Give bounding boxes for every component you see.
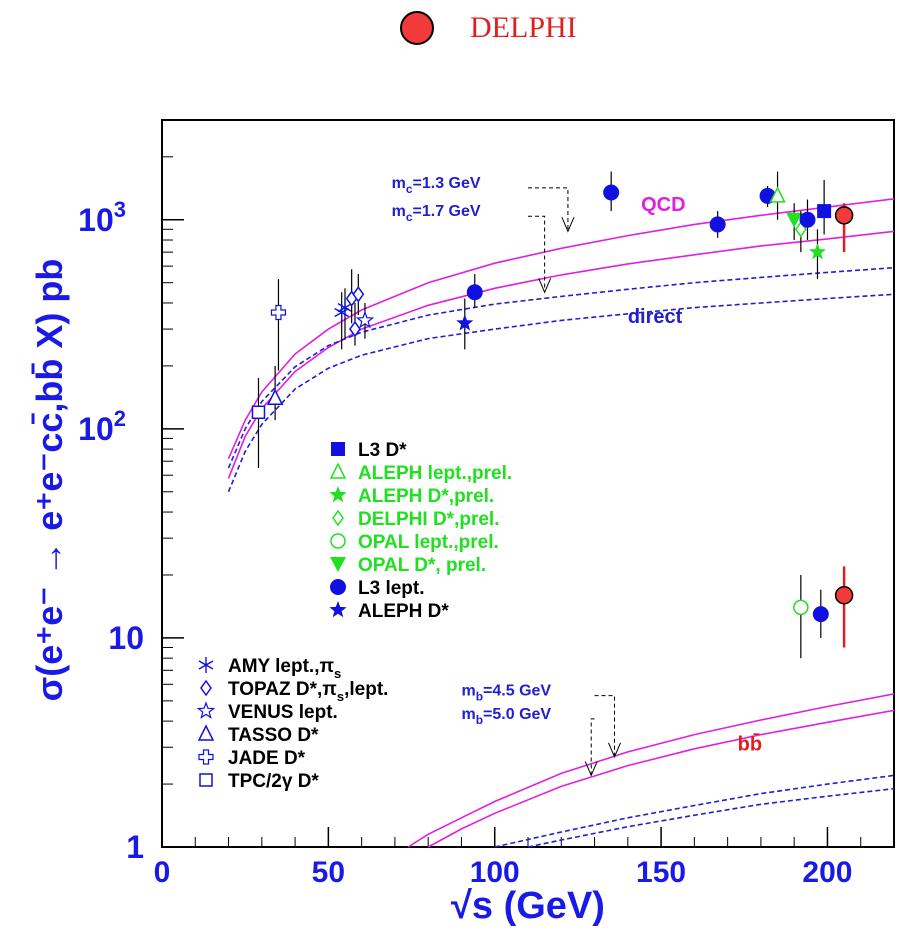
curve-solid [427, 709, 895, 848]
legend-marker-star-open [196, 701, 216, 719]
arrow-head-icon [584, 761, 598, 777]
data-point-triangle-down-filled [786, 212, 803, 228]
data-point-diamond-open [352, 286, 365, 303]
data-point-square-filled [817, 204, 832, 219]
legend-marker-star-filled [329, 601, 347, 618]
data-point-circle-red [834, 206, 854, 225]
legend-label: TASSO D* [228, 725, 319, 746]
legend-marker-square-filled [331, 442, 345, 456]
legend-label: JADE D* [228, 748, 306, 769]
legend-marker-star-filled [329, 486, 347, 503]
top-legend: DELPHI [400, 8, 577, 48]
mass-label: mb=5.0 GeV [461, 706, 551, 727]
curve-dashed [227, 293, 895, 493]
curve-dashed [227, 266, 895, 469]
top-legend-label: DELPHI [470, 11, 577, 44]
curve-dashed [494, 774, 895, 848]
mass-label: mc=1.7 GeV [392, 203, 481, 224]
mass-label: mc=1.3 GeV [392, 175, 481, 196]
pointer-arrow [528, 215, 546, 293]
arrow-head-icon [538, 278, 552, 294]
curve-label: direct [628, 306, 683, 328]
x-tick-label: 0 [154, 856, 171, 889]
pointer-arrow [594, 695, 616, 757]
x-tick-label: 100 [470, 856, 520, 889]
data-point-circle-filled [709, 216, 726, 233]
legend-label: DELPHI D*,prel. [358, 509, 499, 530]
data-point-star-open [355, 310, 375, 329]
curve-label: bb̄ [738, 733, 762, 755]
legend-label: TPC/2γ D* [228, 771, 319, 792]
data-point-triangle-open [266, 388, 284, 406]
curve-solid [227, 230, 895, 479]
arrow-head-icon [561, 217, 575, 233]
data-point-circle-filled [603, 184, 620, 201]
curve-solid [227, 198, 895, 460]
legend-label: ALEPH D* [358, 601, 449, 622]
legend-marker-asterisk [198, 657, 214, 673]
legend-marker-triangle-open [329, 462, 347, 479]
y-tick-label: 102 [78, 406, 126, 447]
legend-label: TOPAZ D*,πs,lept. [228, 679, 388, 704]
data-point-star-filled [808, 243, 826, 260]
legend-label: OPAL D*, prel. [358, 555, 486, 576]
legend-label: L3 lept. [358, 578, 425, 599]
data-point-cross-open [270, 304, 287, 321]
data-point-circle-red [834, 585, 854, 605]
legend-marker-cross-open [198, 749, 214, 765]
pointer-arrow [590, 718, 595, 776]
legend-label: L3 D* [358, 440, 407, 461]
legend-marker-triangle-down-filled [330, 557, 346, 572]
pointer-arrow [528, 187, 569, 232]
mass-label: mb=4.5 GeV [461, 683, 551, 704]
x-axis-label: √s (GeV) [451, 885, 605, 927]
curve-label: QCD [641, 194, 685, 216]
data-point-square-open [251, 405, 266, 420]
legend-marker-triangle-open [197, 724, 215, 741]
legend-marker-diamond-open [200, 679, 212, 697]
arrow-head-icon [608, 742, 621, 759]
x-tick-label: 50 [312, 856, 345, 889]
legend-label: AMY lept.,πs [228, 656, 341, 681]
legend-marker-square-open [199, 773, 213, 787]
y-tick-label: 103 [78, 197, 126, 238]
x-tick-label: 200 [802, 856, 852, 889]
data-point-circle-open [793, 599, 809, 616]
x-tick-label: 150 [636, 856, 686, 889]
legend-label: OPAL lept.,prel. [358, 532, 499, 553]
delphi-red-circle-icon [400, 11, 434, 45]
data-point-triangle-open [769, 186, 786, 203]
data-point-diamond-open [349, 320, 361, 338]
legend-label: VENUS lept. [228, 702, 338, 723]
legend-marker-diamond-open [332, 509, 344, 527]
legend-marker-circle-open [330, 533, 346, 549]
legend-label: ALEPH lept.,prel. [358, 463, 512, 484]
curve-solid [407, 693, 895, 848]
legend-label: ALEPH D*,prel. [358, 486, 494, 507]
curve-dashed [527, 787, 895, 848]
data-point-asterisk [334, 304, 350, 321]
data-point-star-filled [456, 314, 474, 331]
y-axis-label: σ(e⁺e⁻ → e⁺e⁻cc̄,bb̄ X) pb [29, 259, 70, 702]
y-tick-label: 10 [108, 620, 144, 656]
legend-marker-circle-filled [330, 579, 346, 595]
data-point-circle-filled [466, 284, 483, 301]
data-point-circle-filled [799, 211, 816, 228]
data-point-circle-filled [812, 606, 829, 623]
y-tick-label: 1 [126, 829, 144, 865]
data-point-asterisk [337, 299, 353, 316]
